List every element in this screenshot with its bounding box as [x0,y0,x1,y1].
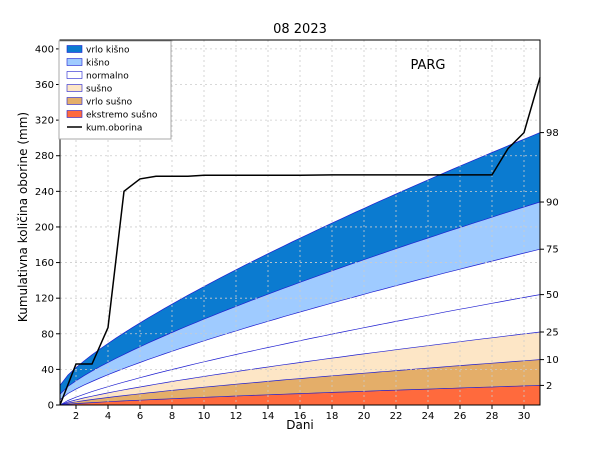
x-tick-label: 2 [73,411,79,422]
percentile-label: 75 [546,245,559,256]
x-tick-label: 16 [294,411,307,422]
legend-label: normalno [86,72,129,82]
y-tick-label: 280 [35,151,54,162]
legend-items: vrlo kišno kišno normalno sušno vrlo sušno ek… [66,45,158,134]
legend-label: sušno [86,84,113,95]
x-tick-label: 30 [518,411,531,422]
x-axis-label: Dani [286,418,314,432]
y-axis: 0 40 80 120 160 200 240 280 320 360 400 [35,44,60,412]
percentile-label: 98 [546,128,559,139]
cumulative-precipitation-line [59,77,541,406]
legend-swatch [66,97,83,105]
x-tick-label: 22 [390,411,403,422]
series-line-kum-oborina [59,77,541,406]
percentile-label: 25 [546,328,559,339]
percentile-label: 10 [546,355,559,366]
percentile-label: 2 [546,381,552,392]
chart-title: 08 2023 [273,22,327,37]
legend-label: ekstremo sušno [86,110,158,121]
x-tick-label: 4 [105,411,111,422]
x-tick-label: 28 [486,411,499,422]
x-tick-label: 24 [422,411,435,422]
legend-swatch [66,84,83,92]
x-tick-label: 12 [230,411,243,422]
x-tick-label: 10 [198,411,211,422]
band-sušno [60,332,540,405]
percentile-label: 50 [546,290,559,301]
x-tick-label: 20 [358,411,371,422]
y-tick-label: 200 [35,222,54,233]
y-tick-label: 160 [35,258,54,269]
legend-label: vrlo sušno [86,97,133,108]
station-label: PARG [410,58,445,73]
y-axis-label: Kumulativna količina oborine (mm) [16,112,30,322]
y-tick-label: 320 [35,116,54,127]
percentile-labels: 2 10 25 50 75 90 98 [540,128,559,392]
legend-label: vrlo kišno [86,45,130,56]
y-tick-label: 400 [35,44,54,55]
x-tick-label: 26 [454,411,467,422]
x-tick-label: 18 [326,411,339,422]
legend-swatch [66,45,83,53]
band-vrlo-sušno [60,359,540,405]
y-tick-label: 240 [35,187,54,198]
x-tick-label: 8 [169,411,175,422]
x-axis: 2 4 6 8 10 12 14 16 18 20 22 24 26 28 30 [73,405,531,422]
y-tick-label: 80 [41,329,54,340]
legend-swatch [66,71,83,79]
band-normalno [60,249,540,405]
legend-swatch [66,110,83,118]
percentile-bands [59,132,541,406]
y-tick-label: 360 [35,80,54,91]
legend: vrlo kišno kišno normalno sušno vrlo sušno ek… [58,40,172,140]
legend-label: kum.oborina [86,124,142,134]
legend-swatch [66,58,83,66]
x-tick-label: 6 [137,411,143,422]
y-tick-label: 0 [48,401,54,412]
y-tick-label: 120 [35,294,54,305]
percentile-label: 90 [546,198,559,209]
y-tick-label: 40 [41,365,54,376]
legend-label: kišno [86,58,110,69]
x-tick-label: 14 [262,411,275,422]
